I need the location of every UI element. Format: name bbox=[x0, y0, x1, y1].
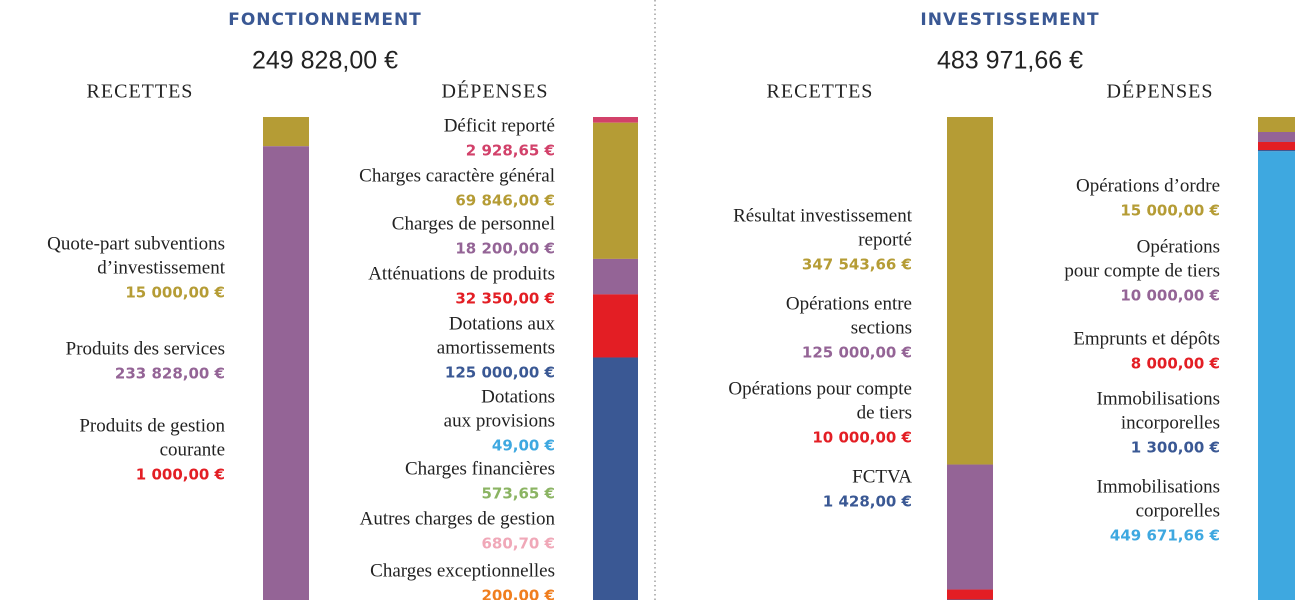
item-amount: 1 300,00 € bbox=[1131, 439, 1220, 457]
column-heading: DÉPENSES bbox=[1107, 80, 1214, 103]
item-amount: 1 000,00 € bbox=[136, 466, 225, 484]
item-label: Quote-part subventions bbox=[47, 233, 225, 254]
item-label: Charges financières bbox=[405, 458, 555, 479]
section-total: 249 828,00 € bbox=[252, 47, 398, 75]
item-label: Dotations aux bbox=[449, 313, 556, 334]
item-label: Produits des services bbox=[66, 338, 225, 359]
item-amount: 32 350,00 € bbox=[455, 290, 555, 308]
item-label: FCTVA bbox=[852, 466, 912, 487]
item-label: corporelles bbox=[1136, 500, 1220, 521]
item-label: Autres charges de gestion bbox=[360, 508, 556, 529]
item-label: Charges exceptionnelles bbox=[370, 560, 555, 581]
item-label: Opérations entre bbox=[786, 293, 912, 314]
bar-segment bbox=[1258, 150, 1295, 152]
item-amount: 680,70 € bbox=[481, 535, 555, 553]
item-label: pour compte de tiers bbox=[1064, 260, 1220, 281]
item-amount: 15 000,00 € bbox=[1120, 202, 1220, 220]
bar-segment bbox=[593, 122, 638, 259]
item-label: Immobilisations bbox=[1097, 388, 1221, 409]
bar-segment bbox=[947, 117, 993, 465]
item-label: de tiers bbox=[857, 402, 912, 423]
bar-segment bbox=[593, 357, 638, 600]
section-title: INVESTISSEMENT bbox=[920, 10, 1099, 30]
item-amount: 449 671,66 € bbox=[1110, 527, 1220, 545]
item-amount: 347 543,66 € bbox=[802, 256, 912, 274]
item-label: Charges de personnel bbox=[392, 213, 555, 234]
item-amount: 15 000,00 € bbox=[125, 284, 225, 302]
bar-segment bbox=[1258, 117, 1295, 132]
item-amount: 18 200,00 € bbox=[455, 240, 555, 258]
item-label: Déficit reporté bbox=[444, 115, 555, 136]
item-amount: 573,65 € bbox=[481, 485, 555, 503]
item-amount: 125 000,00 € bbox=[445, 364, 555, 382]
bar-segment bbox=[947, 589, 993, 600]
item-amount: 10 000,00 € bbox=[1120, 287, 1220, 305]
section-title: FONCTIONNEMENT bbox=[228, 10, 422, 30]
item-label: Charges caractère général bbox=[359, 165, 555, 186]
item-label: Produits de gestion bbox=[79, 415, 225, 436]
item-amount: 2 928,65 € bbox=[466, 142, 555, 160]
bar-segment bbox=[593, 294, 638, 358]
item-amount: 69 846,00 € bbox=[455, 192, 555, 210]
column-heading: RECETTES bbox=[767, 81, 874, 103]
item-label: amortissements bbox=[437, 337, 555, 358]
item-label: Immobilisations bbox=[1097, 476, 1221, 497]
item-label: d’investissement bbox=[97, 257, 225, 278]
bar-segment bbox=[263, 146, 309, 600]
item-amount: 125 000,00 € bbox=[802, 344, 912, 362]
item-amount: 200,00 € bbox=[481, 587, 555, 600]
item-amount: 49,00 € bbox=[492, 437, 555, 455]
bar-segment bbox=[593, 117, 638, 123]
item-label: Emprunts et dépôts bbox=[1073, 328, 1220, 349]
bar-segment bbox=[593, 258, 638, 295]
item-label: sections bbox=[851, 317, 912, 338]
item-label: reporté bbox=[858, 229, 912, 250]
item-label: aux provisions bbox=[444, 410, 555, 431]
item-label: incorporelles bbox=[1121, 412, 1220, 433]
item-label: Opérations pour compte bbox=[728, 378, 912, 399]
item-label: Atténuations de produits bbox=[368, 263, 555, 284]
item-amount: 10 000,00 € bbox=[812, 429, 912, 447]
item-amount: 1 428,00 € bbox=[823, 493, 912, 511]
item-label: Opérations d’ordre bbox=[1076, 175, 1220, 196]
item-label: Opérations bbox=[1137, 236, 1220, 257]
item-label: courante bbox=[160, 439, 225, 460]
bar-segment bbox=[1258, 142, 1295, 150]
section-total: 483 971,66 € bbox=[937, 47, 1083, 75]
item-amount: 8 000,00 € bbox=[1131, 355, 1220, 373]
column-heading: DÉPENSES bbox=[442, 80, 549, 103]
bar-segment bbox=[947, 464, 993, 590]
item-label: Dotations bbox=[481, 386, 555, 407]
column-heading: RECETTES bbox=[87, 81, 194, 103]
item-label: Résultat investissement bbox=[733, 205, 913, 226]
item-amount: 233 828,00 € bbox=[115, 365, 225, 383]
bar-segment bbox=[1258, 151, 1295, 600]
bar-segment bbox=[263, 117, 309, 147]
bar-segment bbox=[1258, 132, 1295, 142]
